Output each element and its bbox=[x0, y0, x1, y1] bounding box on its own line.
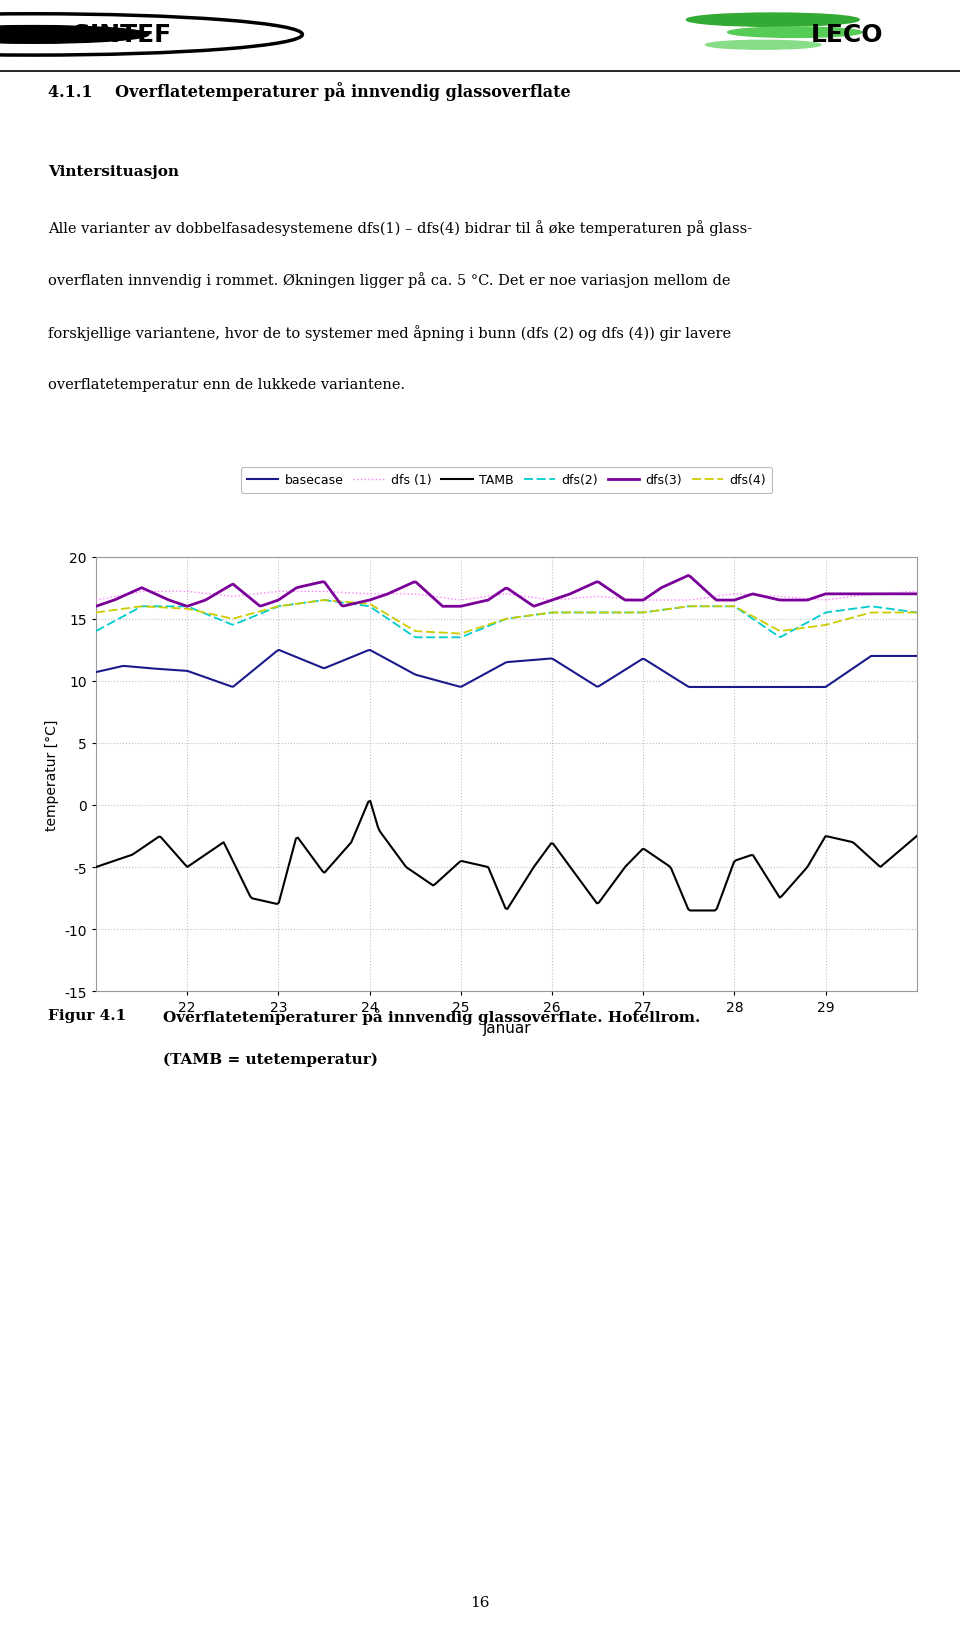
Text: (TAMB = utetemperatur): (TAMB = utetemperatur) bbox=[163, 1052, 378, 1067]
Text: overflatetemperatur enn de lukkede variantene.: overflatetemperatur enn de lukkede varia… bbox=[48, 379, 405, 392]
Legend: basecase, dfs (1), TAMB, dfs(2), dfs(3), dfs(4): basecase, dfs (1), TAMB, dfs(2), dfs(3),… bbox=[241, 469, 772, 493]
Text: overflaten innvendig i rommet. Økningen ligger på ca. 5 °C. Det er noe variasjon: overflaten innvendig i rommet. Økningen … bbox=[48, 272, 731, 288]
Text: forskjellige variantene, hvor de to systemer med åpning i bunn (dfs (2) og dfs (: forskjellige variantene, hvor de to syst… bbox=[48, 325, 732, 341]
Text: SINTEF: SINTEF bbox=[72, 23, 171, 48]
Y-axis label: temperatur [°C]: temperatur [°C] bbox=[45, 720, 59, 829]
Text: Overflatetemperaturer på innvendig glassoverflate. Hotellrom.: Overflatetemperaturer på innvendig glass… bbox=[163, 1008, 700, 1024]
Circle shape bbox=[706, 41, 821, 51]
Circle shape bbox=[728, 28, 862, 38]
X-axis label: januar: januar bbox=[482, 1019, 531, 1036]
Circle shape bbox=[686, 15, 859, 28]
Text: Figur 4.1: Figur 4.1 bbox=[48, 1008, 127, 1023]
Text: LECO: LECO bbox=[811, 23, 884, 48]
Text: Alle varianter av dobbelfasadesystemene dfs(1) – dfs(4) bidrar til å øke tempera: Alle varianter av dobbelfasadesystemene … bbox=[48, 220, 752, 236]
Text: 4.1.1    Overflatetemperaturer på innvendig glassoverflate: 4.1.1 Overflatetemperaturer på innvendig… bbox=[48, 82, 570, 102]
Text: Vintersituasjon: Vintersituasjon bbox=[48, 164, 179, 179]
Circle shape bbox=[0, 26, 149, 44]
Text: 16: 16 bbox=[470, 1595, 490, 1609]
